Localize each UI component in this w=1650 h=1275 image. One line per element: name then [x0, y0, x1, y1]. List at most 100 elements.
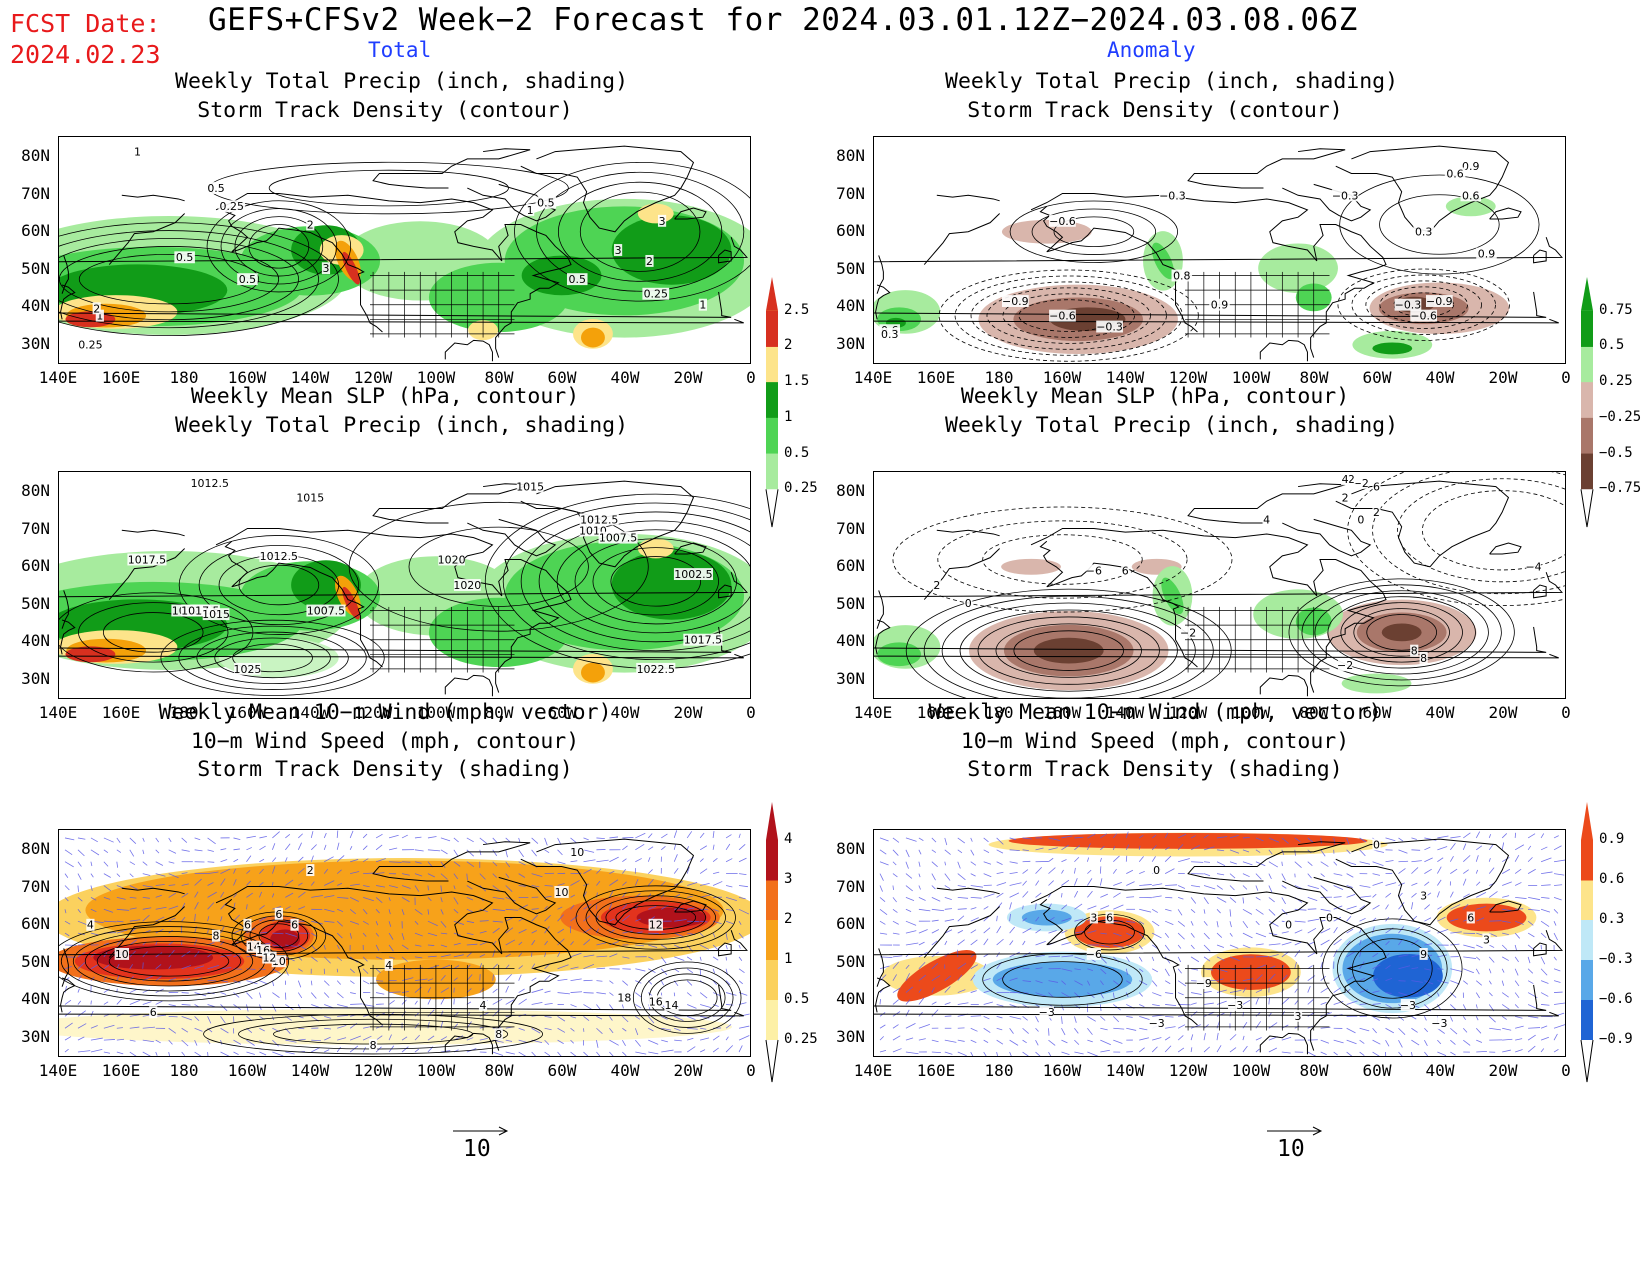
- lat-tick-label: 30N: [836, 333, 865, 353]
- lon-tick-label: 120W: [353, 1061, 393, 1080]
- lon-tick-label: 160W: [227, 1061, 267, 1080]
- lat-tick-label: 40N: [836, 296, 865, 315]
- title-line: Weekly Total Precip (inch, shading): [175, 69, 629, 94]
- lon-tick-label: 160E: [916, 368, 956, 387]
- lat-tick-label: 70N: [836, 518, 865, 538]
- map-panel-slp-total: 1012.5 1015 1015 1012.5 1010 1007.5 1020 1017.5…: [58, 471, 751, 699]
- contour-label: 2: [307, 218, 314, 231]
- lon-tick-label: 120W: [353, 703, 393, 722]
- lon-tick-label: 140W: [290, 368, 330, 387]
- title-line: Weekly Mean SLP (hPa, contour): [960, 384, 1350, 409]
- title-line: 10−m Wind Speed (mph, contour): [190, 728, 580, 754]
- contour-label: 6: [1106, 911, 1113, 924]
- forecast-date-label: FCST Date:: [10, 9, 161, 38]
- contour-label: 12: [649, 919, 663, 932]
- lon-tick-label: 20W: [1488, 1061, 1518, 1080]
- contour-label: 18: [617, 992, 631, 1005]
- lon-tick-label: 180: [984, 703, 1014, 722]
- title-line: Weekly Mean 10−m Wind (mph, vector): [928, 700, 1382, 725]
- contour-label: 10: [115, 948, 129, 961]
- lon-tick-label: 40W: [610, 1061, 640, 1080]
- contour-label: 1020: [453, 579, 481, 592]
- lat-tick-label: 60N: [836, 556, 865, 575]
- lon-tick-label: 0: [1561, 703, 1571, 722]
- contour-label: −2: [1180, 626, 1196, 639]
- contour-label: 1015: [202, 608, 230, 621]
- contour-label: 14: [665, 999, 679, 1012]
- contour-label: 2: [93, 302, 100, 315]
- lon-tick-label: 180: [169, 703, 199, 722]
- lat-tick-label: 50N: [21, 258, 50, 278]
- lon-tick-label: 0: [1561, 1061, 1571, 1080]
- colorbar-tick-label: 2: [784, 911, 793, 927]
- contour-label: −0.9: [1002, 295, 1029, 308]
- contour-label: −6: [1086, 564, 1102, 577]
- arrow-icon: [453, 1126, 509, 1136]
- wind-vector-layer: [879, 831, 1565, 1056]
- contour-label: 3: [659, 215, 666, 228]
- contour-label-layer: 1012.5101510151012.510101007.510201017.5…: [127, 477, 723, 676]
- contour-label: 4: [87, 919, 94, 932]
- colorbar-tick-label: 2: [784, 337, 793, 354]
- contour-label: −0.6: [1410, 310, 1437, 323]
- lon-tick-label: 140E: [853, 368, 893, 387]
- contour-label: 3: [322, 262, 329, 275]
- contour-label: −3: [1227, 999, 1243, 1012]
- lon-tick-label: 80W: [484, 368, 514, 387]
- contour-label: 1: [96, 310, 103, 323]
- contour-label: 12: [262, 952, 276, 965]
- lat-tick-label: 40N: [836, 631, 865, 650]
- contour-label: 0.3: [1415, 226, 1432, 239]
- contour-label: 0.5: [537, 197, 554, 210]
- colorbar-storm_anom: [1580, 802, 1594, 1083]
- contour-label: 1012.5: [191, 477, 229, 490]
- contour-label: 0: [1153, 864, 1160, 877]
- colorbar-tick-label: 1: [784, 408, 793, 425]
- contour-label: 10: [555, 886, 569, 899]
- lat-tick-label: 50N: [836, 951, 865, 971]
- lon-tick-label: 20W: [673, 368, 703, 387]
- lat-tick-label: 70N: [21, 876, 50, 896]
- lon-tick-label: 100W: [416, 1061, 456, 1080]
- lon-tick-label: 100W: [416, 703, 456, 722]
- lon-tick-label: 180: [984, 368, 1014, 387]
- contour-label: 6: [150, 1006, 157, 1019]
- contour-label: −0.6: [1049, 310, 1076, 323]
- colorbar-tick-label: 2.5: [784, 301, 810, 318]
- panel-title-precip-total: Weekly Total Precip (inch, shading) Stor…: [175, 68, 629, 125]
- lat-tick-label: 70N: [21, 518, 50, 538]
- lat-tick-label: 40N: [21, 989, 50, 1008]
- colorbar-tick-label: −0.25: [1599, 408, 1642, 425]
- lon-tick-label: 180: [169, 1061, 199, 1080]
- contour-label: 1015: [296, 492, 324, 505]
- contour-label: 2: [307, 864, 314, 877]
- lon-tick-label: 140W: [1105, 703, 1145, 722]
- contour-label: −0.3: [1395, 299, 1422, 312]
- contour-label: 1020: [438, 553, 466, 566]
- contour-layer: [59, 493, 750, 696]
- lat-tick-label: 40N: [21, 631, 50, 650]
- lon-tick-label: 160E: [101, 703, 141, 722]
- colorbar-tick-label: 1.5: [784, 373, 810, 390]
- contour-label: 6: [1373, 481, 1380, 494]
- arrow-icon: [1267, 1126, 1323, 1136]
- lon-tick-label: 80W: [1299, 1061, 1329, 1080]
- lon-tick-label: 20W: [1488, 368, 1518, 387]
- lon-tick-label: 40W: [1425, 368, 1455, 387]
- lon-tick-label: 60W: [547, 703, 577, 722]
- contour-label: 1022.5: [637, 663, 675, 676]
- lon-tick-label: 0: [746, 703, 756, 722]
- vector-reference-label-total: 10: [463, 1136, 491, 1162]
- contour-label: 0.9: [1211, 299, 1228, 312]
- wind-vector-layer: [64, 830, 750, 1056]
- title-line: Storm Track Density (shading): [967, 757, 1343, 782]
- lon-tick-label: 140E: [38, 368, 78, 387]
- lon-tick-label: 180: [169, 368, 199, 387]
- lat-tick-label: 60N: [21, 556, 50, 575]
- coastline-layer: [59, 838, 748, 1055]
- coastline-layer: [874, 145, 1563, 362]
- contour-label: 1007.5: [599, 532, 637, 545]
- contour-label: 3: [615, 244, 622, 257]
